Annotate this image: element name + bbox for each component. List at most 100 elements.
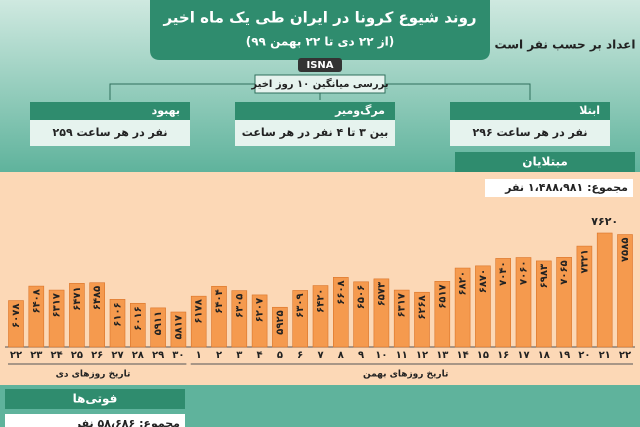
value-label: ۶۴۷۱ bbox=[72, 286, 83, 310]
x-tick-label: ۲۵ bbox=[71, 350, 83, 361]
bar bbox=[454, 267, 471, 348]
x-tick-label: ۲۳ bbox=[30, 350, 42, 361]
value-label: ۶۱۰۶ bbox=[113, 302, 124, 326]
box-text: ۲۹۶ نفر در هر ساعت bbox=[473, 126, 588, 139]
value-label: ۶۰۱۶ bbox=[133, 306, 144, 330]
x-tick-label: ۸ bbox=[338, 350, 344, 361]
box-header bbox=[30, 102, 190, 120]
box-title: مرگ‌ومیر bbox=[334, 103, 385, 117]
source-badge bbox=[298, 58, 342, 72]
x-tick-label: ۱۳ bbox=[436, 350, 448, 361]
bar bbox=[373, 278, 390, 348]
bar bbox=[211, 285, 227, 348]
x-tick-label: ۱۲ bbox=[416, 350, 428, 361]
value-label: ۶۸۲۰ bbox=[458, 271, 469, 295]
x-tick-label: ۲۹ bbox=[152, 350, 164, 361]
bar bbox=[475, 265, 491, 348]
x-tick-label: ۲۰ bbox=[578, 350, 590, 361]
x-axis-label: تاریخ روزهای بهمن bbox=[363, 370, 448, 380]
value-label: ۶۵۷۳ bbox=[376, 282, 387, 306]
box-body bbox=[450, 120, 610, 146]
title: روند شیوع کرونا در ایران طی یک ماه اخیر bbox=[162, 9, 476, 27]
value-label: ۷۶۲۰ bbox=[591, 215, 618, 228]
bar bbox=[332, 277, 349, 348]
footer-title-box bbox=[5, 389, 185, 409]
box-header bbox=[450, 102, 610, 120]
bar bbox=[576, 245, 593, 348]
box-header bbox=[235, 102, 395, 120]
value-label: ۷۰۶۵ bbox=[559, 260, 570, 284]
value-label: ۷۳۲۱ bbox=[579, 249, 590, 273]
average-note: بررسی میانگین ۱۰ روز اخیر bbox=[250, 77, 388, 90]
panel-title-box bbox=[455, 152, 635, 172]
value-label: ۵۹۲۵ bbox=[275, 310, 286, 334]
value-label: ۷۰۶۰ bbox=[519, 261, 530, 285]
bar bbox=[617, 234, 633, 348]
value-label: ۶۴۰۴ bbox=[214, 289, 225, 313]
bar bbox=[414, 291, 430, 348]
bar bbox=[353, 281, 369, 348]
bar bbox=[89, 282, 105, 348]
x-tick-label: ۲۴ bbox=[50, 350, 62, 361]
bar bbox=[596, 232, 613, 348]
total-box bbox=[485, 179, 633, 197]
x-tick-label: ۲ bbox=[216, 350, 222, 361]
bar bbox=[556, 257, 572, 348]
value-label: ۶۵۱۷ bbox=[437, 284, 448, 308]
value-label: ۶۳۰۹ bbox=[295, 293, 306, 317]
value-label: ۶۲۰۷ bbox=[255, 298, 266, 322]
x-tick-label: ۲۸ bbox=[132, 350, 144, 361]
bar bbox=[190, 295, 207, 348]
value-label: ۶۴۲۰ bbox=[316, 289, 327, 313]
value-label: ۵۸۱۷ bbox=[173, 315, 184, 339]
bar bbox=[495, 258, 512, 348]
bar bbox=[393, 289, 410, 348]
bar bbox=[150, 307, 166, 348]
value-label: ۶۵۰۶ bbox=[356, 285, 367, 309]
value-label: ۶۰۷۸ bbox=[11, 304, 22, 328]
value-label: ۶۳۱۷ bbox=[397, 293, 408, 317]
value-label: ۶۱۷۸ bbox=[194, 299, 205, 323]
footer-total: مجموع: ۵۸،۶۸۶ نفر bbox=[74, 417, 180, 427]
value-label: ۶۲۶۸ bbox=[417, 295, 428, 319]
plot: ۶۰۷۸۲۲۶۴۰۸۲۳۶۳۱۷۲۴۶۴۷۱۲۵۶۴۸۵۲۶۶۱۰۶۲۷۶۰۱۶… bbox=[5, 215, 635, 380]
bar bbox=[292, 290, 309, 348]
bar bbox=[130, 302, 146, 348]
bar bbox=[251, 294, 268, 348]
chart-background bbox=[0, 172, 640, 385]
value-label: ۷۵۸۵ bbox=[620, 238, 631, 262]
x-tick-label: ۷ bbox=[317, 350, 323, 361]
footer-total-box bbox=[5, 414, 185, 427]
x-tick-label: ۶ bbox=[297, 350, 303, 361]
bar bbox=[8, 300, 24, 348]
value-label: ۵۹۱۱ bbox=[153, 311, 164, 335]
bar bbox=[312, 285, 329, 348]
bar bbox=[272, 306, 288, 348]
value-label: ۶۳۰۵ bbox=[234, 294, 245, 318]
value-label: ۷۰۴۰ bbox=[498, 261, 509, 285]
title-box bbox=[150, 0, 490, 60]
bar bbox=[48, 289, 65, 348]
subtitle: (از ۲۲ دی تا ۲۲ بهمن ۹۹) bbox=[246, 35, 394, 49]
x-tick-label: ۱۶ bbox=[497, 350, 509, 361]
x-tick-label: ۳۰ bbox=[172, 350, 184, 361]
bar bbox=[170, 311, 187, 348]
x-tick-label: ۵ bbox=[277, 350, 283, 361]
bar bbox=[109, 299, 126, 348]
x-tick-label: ۲۲ bbox=[619, 350, 631, 361]
bar bbox=[434, 281, 451, 348]
box-text: ۲۵۹ نفر در هر ساعت bbox=[53, 126, 168, 139]
x-tick-label: ۱۸ bbox=[538, 350, 550, 361]
value-label: ۶۴۸۵ bbox=[92, 286, 103, 310]
x-tick-label: ۲۷ bbox=[111, 350, 123, 361]
footer-title: فوتی‌ها bbox=[73, 392, 118, 407]
bar bbox=[69, 283, 85, 348]
x-tick-label: ۱ bbox=[196, 350, 202, 361]
value-label: ۶۸۷۰ bbox=[478, 269, 489, 293]
box-body bbox=[235, 120, 395, 146]
panel-title: مبتلایان bbox=[522, 155, 568, 169]
x-tick-label: ۳ bbox=[236, 350, 242, 361]
bar bbox=[28, 285, 45, 348]
x-tick-label: ۲۶ bbox=[91, 350, 103, 361]
